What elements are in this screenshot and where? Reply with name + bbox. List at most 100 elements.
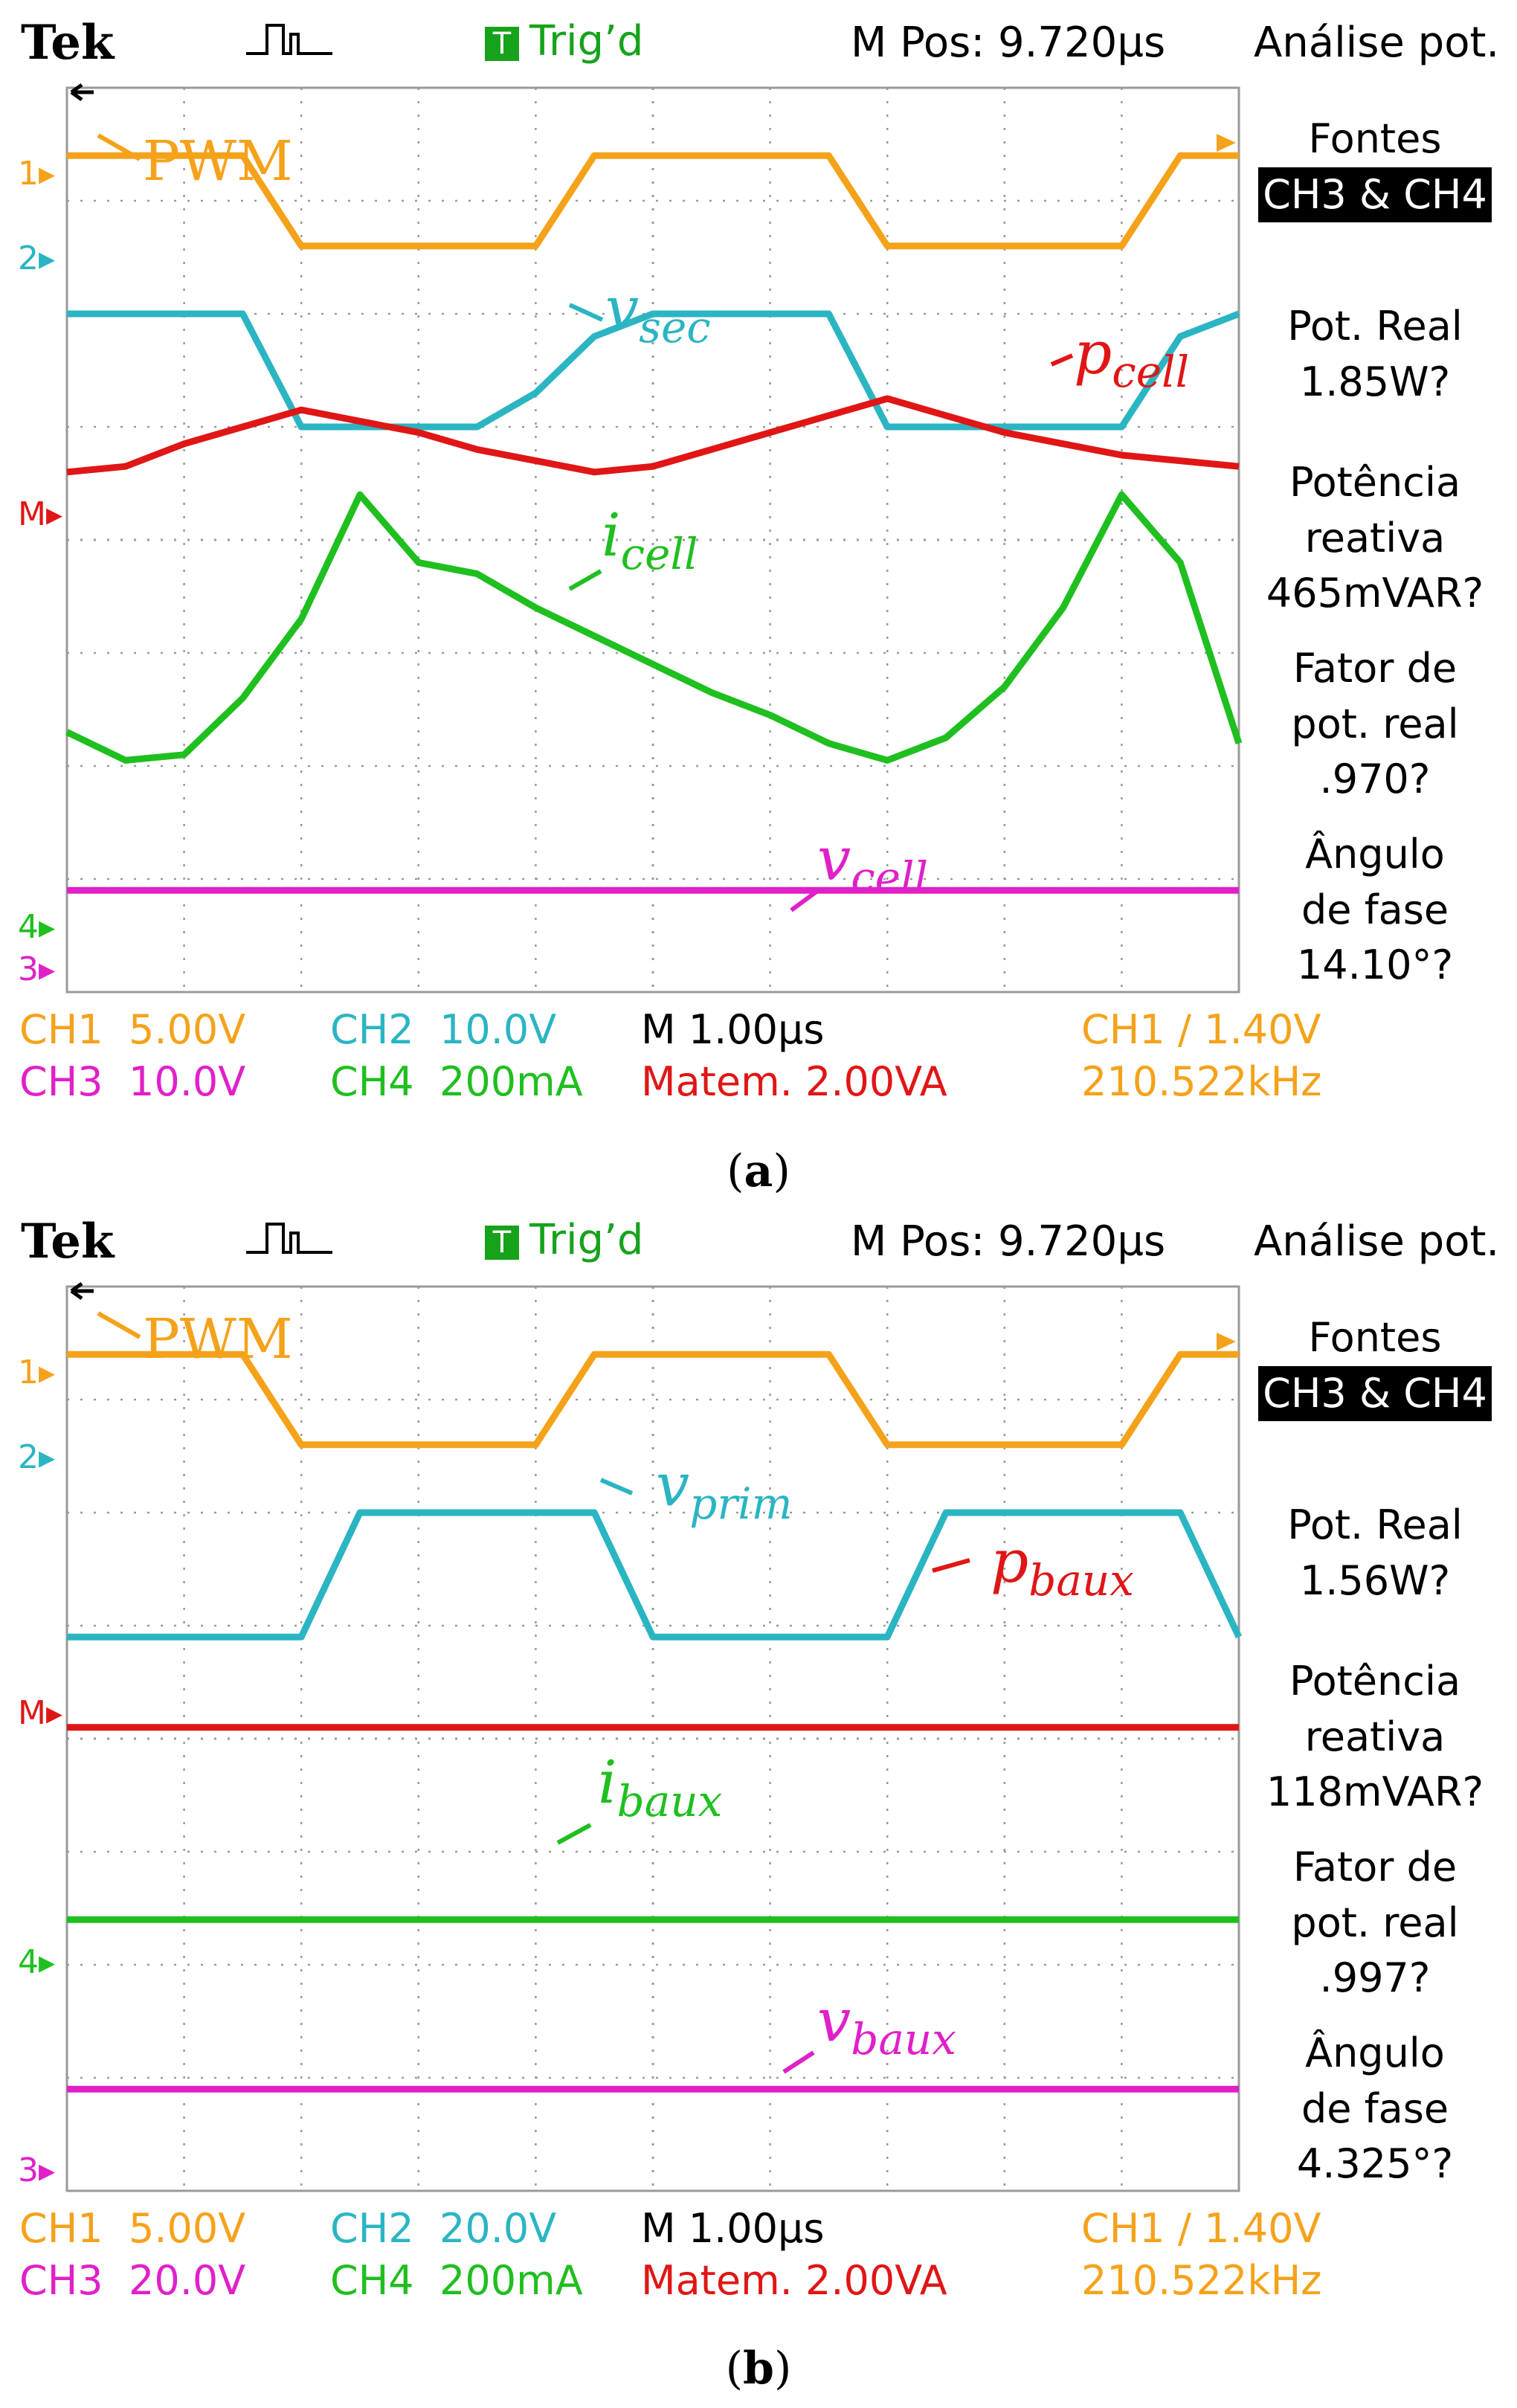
- ch3-name: CH3: [19, 1058, 103, 1105]
- phase-angle-value: 4.325°?: [1296, 2140, 1454, 2188]
- measurement-panel: Fontes CH3 & CH4: [1252, 112, 1498, 223]
- caption-a-close: ): [773, 1145, 790, 1197]
- ch1-marker-num: 1: [18, 1353, 39, 1391]
- ch2-scale-value: 20.0V: [439, 2205, 557, 2252]
- ch2-marker-num: 2: [18, 1438, 39, 1476]
- trace-p-cell: [66, 395, 1240, 476]
- p-baux-main: p: [991, 1527, 1029, 1596]
- label-leader: [97, 133, 141, 161]
- caption-b-open: (: [725, 2343, 744, 2395]
- sources-value[interactable]: CH3 & CH4: [1258, 167, 1492, 223]
- ch1-marker: 1▸: [18, 155, 56, 193]
- reactive-label-1: Potência: [1289, 1658, 1461, 1704]
- label-leader: [97, 1311, 141, 1339]
- math-marker-num: M: [18, 495, 46, 533]
- v-sec-label: vsec: [605, 279, 711, 352]
- caption-a-letter: a: [744, 1145, 773, 1197]
- i-cell-label: icell: [602, 506, 698, 576]
- v-baux-sub: baux: [851, 2014, 956, 2064]
- ch3-scale-value: 10.0V: [129, 1058, 246, 1105]
- i-baux-label: ibaux: [598, 1753, 722, 1823]
- reactive-power-value: 465mVAR?: [1266, 570, 1484, 617]
- i-baux-sub: baux: [616, 1776, 723, 1826]
- ch3-scale: CH3 10.0V: [19, 1062, 245, 1102]
- trigger-status-text: Trig’d: [529, 1216, 644, 1264]
- ch3-scale: CH3 20.0V: [19, 2261, 245, 2301]
- ch4-scale-value: 200mA: [439, 2257, 583, 2304]
- caption-b: (b): [0, 2343, 1517, 2395]
- ch2-marker: 2▸: [18, 1438, 56, 1476]
- ch4-name: CH4: [330, 1058, 414, 1105]
- trace-v-sec: [67, 310, 1240, 431]
- trigger-frequency: 210.522kHz: [1081, 2257, 1322, 2304]
- v-prim-sub: prim: [689, 1478, 793, 1529]
- trigger-source: CH1: [1081, 1006, 1165, 1053]
- angle-label-2: de fase: [1301, 2085, 1449, 2132]
- ch3-marker-num: 3: [18, 950, 39, 988]
- v-cell-main: v: [817, 824, 851, 893]
- trigger-level-icon: [1217, 1333, 1236, 1351]
- pf-label-1: Fator de: [1292, 1844, 1458, 1890]
- trace-pwm: [67, 152, 1239, 250]
- reactive-label-2: reativa: [1304, 1713, 1446, 1760]
- math-scale: Matem. 2.00VA: [641, 1058, 947, 1105]
- sources-label: Fontes: [1308, 115, 1442, 162]
- caption-b-close: ): [773, 2343, 792, 2395]
- power-factor-value: .997?: [1319, 1954, 1431, 2002]
- real-power-value: 1.85W?: [1299, 358, 1451, 405]
- i-cell-sub: cell: [620, 529, 698, 579]
- v-prim-label: vprim: [656, 1455, 793, 1526]
- real-power-block: Pot. Real 1.85W?: [1252, 299, 1498, 410]
- rising-edge-icon: ∕: [1177, 1006, 1192, 1053]
- label-leader: [790, 887, 821, 912]
- waveform-plot-b: [65, 1281, 1243, 2192]
- pf-label-2: pot. real: [1291, 700, 1459, 747]
- power-factor-block: Fator de pot. real .997?: [1252, 1840, 1498, 2006]
- trace-pwm: [67, 1351, 1239, 1449]
- ch4-marker: 4▸: [18, 1943, 56, 1981]
- brand-label: Tek: [21, 1214, 115, 1269]
- trigger-status: T Trig’d: [485, 1220, 643, 1261]
- v-cell-sub: cell: [851, 852, 929, 903]
- ch1-marker: 1▸: [18, 1353, 56, 1391]
- reactive-label-1: Potência: [1289, 459, 1461, 506]
- trigger-icon: T: [485, 1225, 519, 1260]
- v-baux-main: v: [817, 1986, 851, 2055]
- ch2-marker: 2▸: [18, 239, 56, 277]
- power-factor-value: .970?: [1319, 756, 1431, 803]
- trigger-level: 1.40V: [1204, 1006, 1321, 1053]
- trigger-frequency: 210.522kHz: [1081, 1058, 1322, 1105]
- ch3-marker: 3▸: [18, 950, 56, 988]
- analysis-mode-title: Análise pot.: [1254, 19, 1500, 67]
- ch4-marker-num: 4: [18, 1943, 39, 1981]
- scope-screen-a: Tek T Trig’d M Pos: 9.720µs Análise pot. …: [10, 0, 1500, 1111]
- phase-angle-block: Ângulo de fase 4.325°?: [1252, 2026, 1498, 2192]
- p-cell-label: pcell: [1074, 323, 1189, 394]
- v-sec-sub: sec: [639, 302, 711, 352]
- p-cell-sub: cell: [1112, 347, 1190, 397]
- rising-edge-icon: ∕: [1177, 2205, 1192, 2252]
- trace-i-cell: [65, 491, 1243, 764]
- angle-label-1: Ângulo: [1305, 831, 1445, 878]
- ch2-scale: CH2 10.0V: [330, 1010, 556, 1050]
- brand-label: Tek: [21, 15, 115, 71]
- math-marker: M▸: [18, 1694, 63, 1732]
- ch2-marker-num: 2: [18, 239, 39, 277]
- sources-value[interactable]: CH3 & CH4: [1258, 1365, 1492, 1422]
- math-scale: Matem. 2.00VA: [641, 2257, 947, 2304]
- ch1-scale-value: 5.00V: [129, 2205, 246, 2252]
- caption-a: (a): [0, 1145, 1517, 1197]
- ch1-name: CH1: [19, 1006, 103, 1053]
- graticule: [65, 86, 1240, 994]
- trigger-level-icon: [1217, 134, 1236, 152]
- time-scale: M 1.00µs: [641, 1006, 825, 1053]
- trigger-source: CH1: [1081, 2205, 1165, 2252]
- trigger-setting: CH1 ∕ 1.40V: [1081, 1010, 1321, 1050]
- v-cell-label: vcell: [817, 829, 928, 900]
- i-cell-main: i: [602, 500, 621, 570]
- real-power-value: 1.56W?: [1299, 1556, 1451, 1604]
- ch3-name: CH3: [19, 2257, 103, 2304]
- ch1-scale-value: 5.00V: [129, 1006, 246, 1053]
- caption-a-open: (: [727, 1145, 744, 1197]
- math-marker-num: M: [18, 1694, 46, 1732]
